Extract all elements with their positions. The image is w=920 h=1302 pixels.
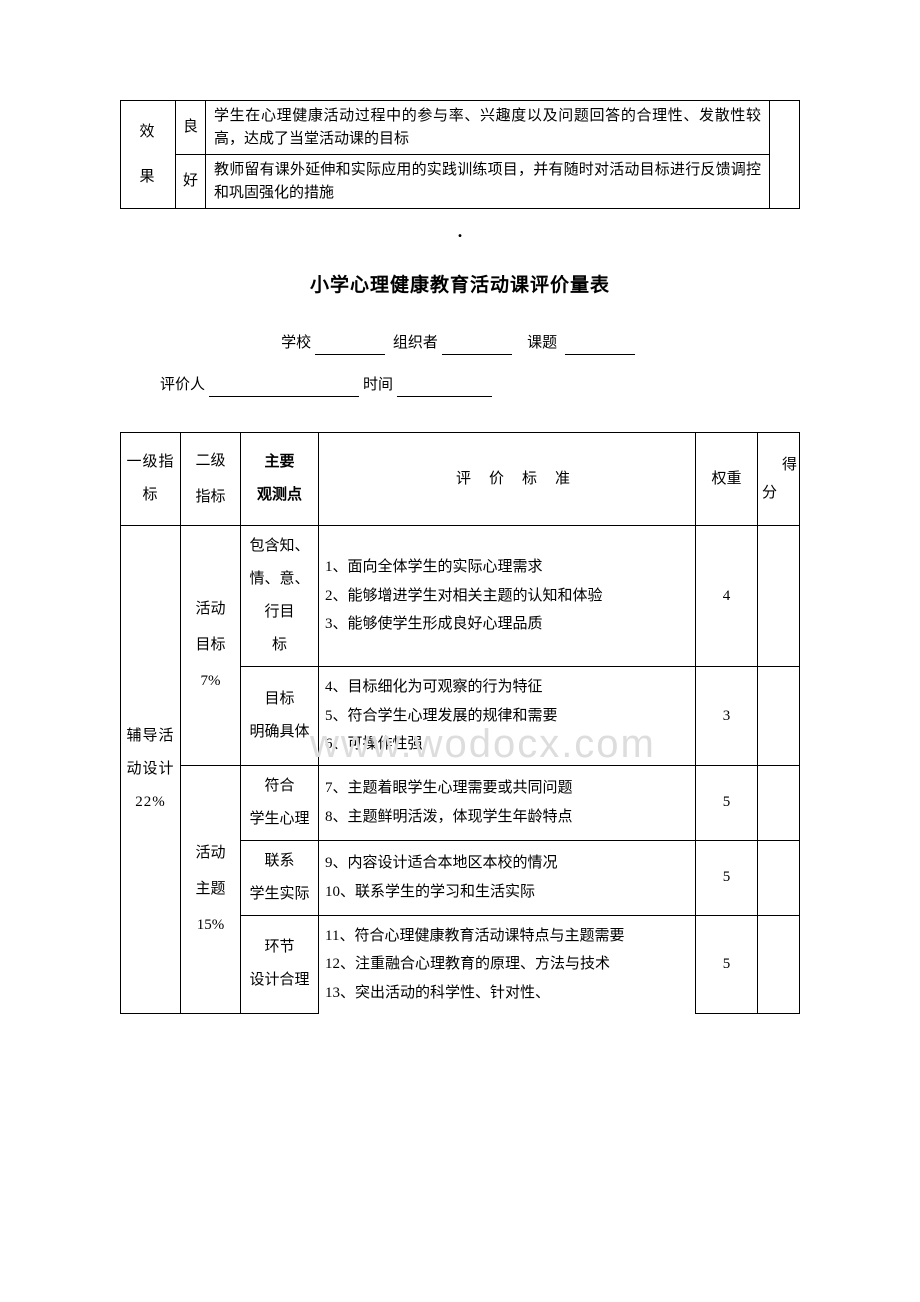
table-row-3: 活动主题15% 符合学生心理 7、主题着眼学生心理需要或共同问题8、主题鲜明活泼… bbox=[121, 765, 800, 840]
weight-2: 3 bbox=[696, 667, 758, 766]
top-summary-table: 效果 良 学生在心理健康活动过程中的参与率、兴趣度以及问题回答的合理性、发散性较… bbox=[120, 100, 800, 209]
weight-5: 5 bbox=[696, 915, 758, 1013]
weight-3: 5 bbox=[696, 765, 758, 840]
header-level1: 一级指标 bbox=[121, 433, 181, 526]
label-topic: 课题 bbox=[527, 335, 557, 351]
blank-organizer bbox=[442, 337, 512, 355]
score-4 bbox=[758, 840, 800, 915]
label-time: 时间 bbox=[363, 377, 393, 393]
separator-dot: . bbox=[120, 217, 800, 246]
crit-4: 9、内容设计适合本地区本校的情况10、联系学生的学习和生活实际 bbox=[319, 840, 696, 915]
form-line-2: 评价人 时间 bbox=[120, 373, 800, 397]
table-row-1: 辅导活动设计22% 活动目标7% 包含知、情、意、行目标 1、面向全体学生的实际… bbox=[121, 526, 800, 667]
crit-3: 7、主题着眼学生心理需要或共同问题8、主题鲜明活泼，体现学生年龄特点 bbox=[319, 765, 696, 840]
crit-1: 1、面向全体学生的实际心理需求2、能够增进学生对相关主题的认知和体验3、能够使学… bbox=[319, 526, 696, 667]
score-1 bbox=[758, 526, 800, 667]
level2-activity-goal: 活动目标7% bbox=[181, 526, 241, 766]
blank-time bbox=[397, 379, 492, 397]
crit-2: 4、目标细化为可观察的行为特征5、符合学生心理发展的规律和需要6、可操作性强 bbox=[319, 667, 696, 766]
top-row1-desc: 学生在心理健康活动过程中的参与率、兴趣度以及问题回答的合理性、发散性较高，达成了… bbox=[206, 101, 770, 155]
blank-evaluator bbox=[209, 379, 359, 397]
obs-5: 环节设计合理 bbox=[241, 915, 319, 1013]
score-3 bbox=[758, 765, 800, 840]
header-criteria: 评价标准 bbox=[319, 433, 696, 526]
obs-4: 联系学生实际 bbox=[241, 840, 319, 915]
obs-3: 符合学生心理 bbox=[241, 765, 319, 840]
weight-4: 5 bbox=[696, 840, 758, 915]
score-5 bbox=[758, 915, 800, 1013]
top-row2-grade: 好 bbox=[176, 155, 206, 209]
top-col-label: 效果 bbox=[121, 101, 176, 209]
header-observation: 主要观测点 bbox=[241, 433, 319, 526]
top-row1-grade: 良 bbox=[176, 101, 206, 155]
top-empty-col bbox=[770, 101, 800, 209]
label-evaluator: 评价人 bbox=[160, 377, 205, 393]
form-line-1: 学校 组织者 课题 bbox=[120, 331, 800, 355]
label-organizer: 组织者 bbox=[393, 335, 438, 351]
level1-cell: 辅导活动设计22% bbox=[121, 526, 181, 1014]
obs-2: 目标明确具体 bbox=[241, 667, 319, 766]
header-score: 得分 bbox=[758, 433, 800, 526]
blank-school bbox=[315, 337, 385, 355]
label-school: 学校 bbox=[281, 335, 311, 351]
header-level2: 二级指标 bbox=[181, 433, 241, 526]
level2-activity-topic: 活动主题15% bbox=[181, 765, 241, 1013]
crit-5: 11、符合心理健康教育活动课特点与主题需要12、注重融合心理教育的原理、方法与技… bbox=[319, 915, 696, 1013]
weight-1: 4 bbox=[696, 526, 758, 667]
header-weight: 权重 bbox=[696, 433, 758, 526]
evaluation-table: 一级指标 二级指标 主要观测点 评价标准 权重 得分 辅导活动设计22% 活动目… bbox=[120, 432, 800, 1014]
table-header-row: 一级指标 二级指标 主要观测点 评价标准 权重 得分 bbox=[121, 433, 800, 526]
blank-topic bbox=[565, 337, 635, 355]
score-2 bbox=[758, 667, 800, 766]
page-title: 小学心理健康教育活动课评价量表 bbox=[120, 271, 800, 301]
top-row2-desc: 教师留有课外延伸和实际应用的实践训练项目，并有随时对活动目标进行反馈调控和巩固强… bbox=[206, 155, 770, 209]
obs-1: 包含知、情、意、行目标 bbox=[241, 526, 319, 667]
